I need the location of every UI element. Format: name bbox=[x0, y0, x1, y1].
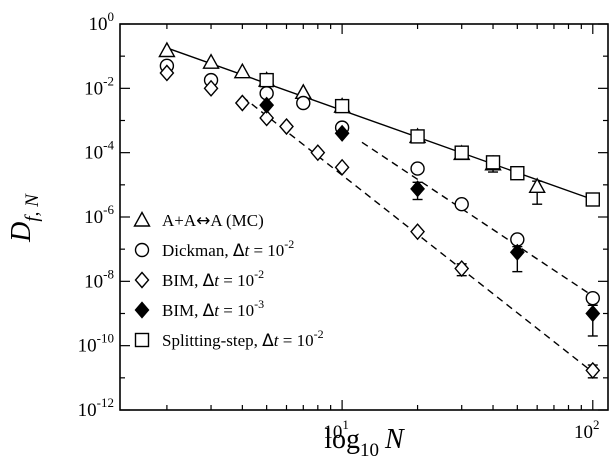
legend: A+A↔A (MC) Dickman, Δt = 10-2 BIM, Δt = 10… bbox=[133, 211, 324, 351]
data-point-bim3 bbox=[334, 124, 350, 142]
series-bim2 bbox=[159, 64, 601, 379]
data-point-bim2 bbox=[203, 79, 219, 97]
legend-label-mc: A+A↔A (MC) bbox=[162, 211, 264, 231]
data-point-bim3 bbox=[509, 243, 525, 261]
x-axis-label: log10 N bbox=[324, 424, 405, 458]
legend-label-dickman: Dickman, Δt = 10-2 bbox=[162, 237, 294, 261]
y-tick-label: 10-4 bbox=[84, 138, 114, 164]
data-point-dickman bbox=[454, 196, 469, 212]
data-point-dickman bbox=[410, 161, 425, 176]
y-tick-label: 10-12 bbox=[78, 395, 114, 421]
data-point-split bbox=[485, 155, 501, 170]
legend-marker-mc bbox=[133, 211, 151, 227]
data-point-bim3 bbox=[410, 180, 425, 198]
data-point-mc bbox=[528, 177, 546, 194]
series-bim3 bbox=[259, 96, 601, 337]
series-split bbox=[259, 72, 600, 207]
data-point-bim2 bbox=[454, 259, 470, 278]
y-axis-label: Df, N bbox=[6, 193, 43, 243]
legend-marker-bim3 bbox=[134, 301, 150, 319]
x-tick-label: 102 bbox=[574, 417, 600, 443]
data-point-bim2 bbox=[159, 64, 175, 82]
legend-marker-dickman bbox=[134, 242, 150, 258]
x-tick-label: 101 bbox=[323, 417, 349, 443]
data-point-split bbox=[454, 145, 469, 160]
legend-label-bim3: BIM, Δt = 10-3 bbox=[162, 297, 264, 321]
legend-marker-split bbox=[134, 332, 150, 348]
data-point-split bbox=[259, 72, 274, 88]
y-tick-label: 10-6 bbox=[84, 202, 114, 228]
series-dickman bbox=[159, 58, 600, 306]
data-point-split bbox=[334, 98, 350, 114]
legend-label-bim2: BIM, Δt = 10-2 bbox=[162, 267, 264, 291]
data-point-bim2 bbox=[585, 361, 601, 379]
data-point-split bbox=[510, 165, 525, 181]
data-point-bim2 bbox=[259, 109, 275, 127]
y-tick-label: 100 bbox=[89, 9, 115, 35]
data-point-bim2 bbox=[334, 158, 350, 176]
y-tick-label: 10-10 bbox=[78, 331, 114, 357]
series-mc bbox=[158, 41, 546, 205]
y-tick-label: 10-8 bbox=[84, 266, 114, 292]
data-point-bim2 bbox=[279, 117, 294, 136]
legend-marker-bim2 bbox=[134, 271, 150, 289]
data-point-split bbox=[585, 192, 600, 207]
fit-line-solid bbox=[166, 47, 594, 201]
data-point-bim2 bbox=[410, 223, 425, 241]
data-point-split bbox=[410, 129, 425, 144]
data-point-bim3 bbox=[259, 96, 275, 114]
fit-line-dashed bbox=[361, 141, 594, 297]
axis-labels: Df, N log10 N bbox=[6, 193, 405, 458]
data-point-dickman bbox=[296, 95, 311, 111]
data-point-mc bbox=[202, 53, 220, 69]
data-point-bim2 bbox=[234, 94, 250, 112]
data-marks bbox=[158, 41, 601, 379]
data-point-bim2 bbox=[310, 144, 326, 162]
data-point-bim3 bbox=[585, 304, 601, 323]
data-point-dickman bbox=[585, 290, 600, 306]
data-point-mc bbox=[158, 41, 176, 58]
data-point-mc bbox=[233, 62, 252, 79]
y-tick-label: 10-2 bbox=[84, 73, 114, 99]
legend-label-split: Splitting-step, Δt = 10-2 bbox=[162, 327, 324, 351]
axis-ticks: 101 102 100 10-2 10-4 10-6 10-8 10-10 10-12 bbox=[78, 9, 608, 443]
